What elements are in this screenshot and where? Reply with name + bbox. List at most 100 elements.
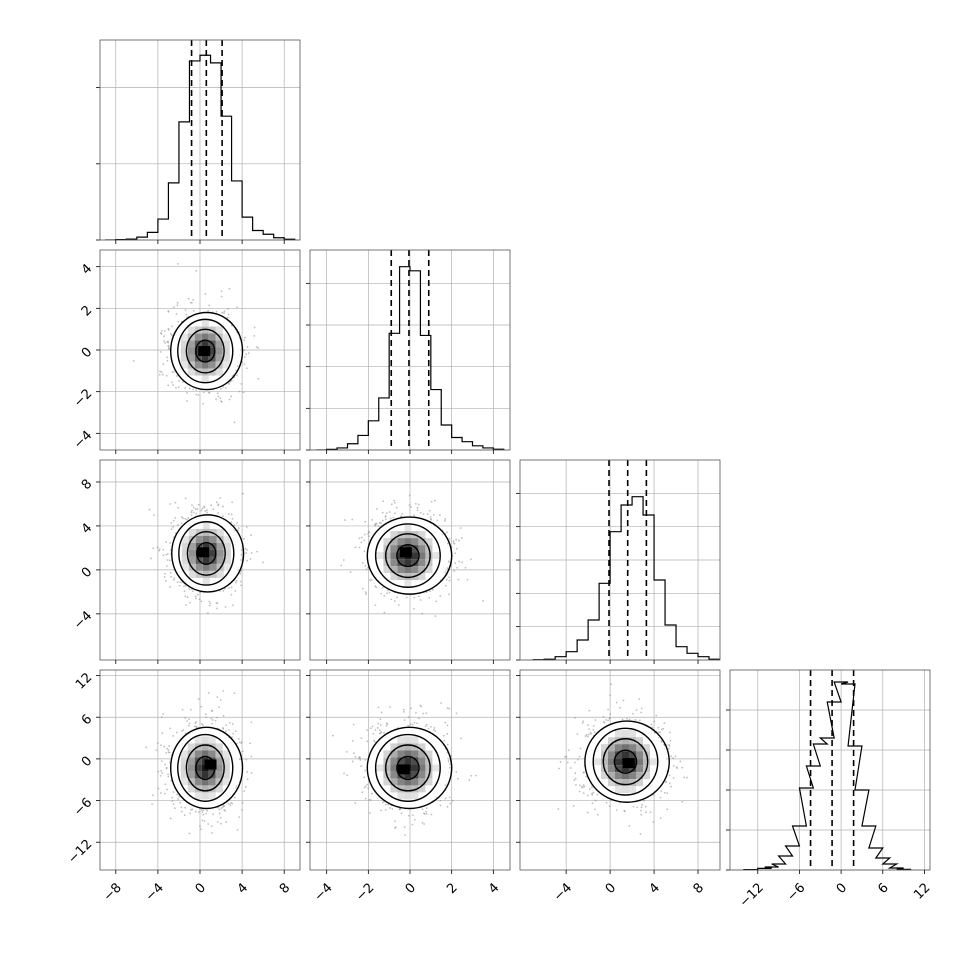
scatter-point	[433, 499, 436, 502]
density-pixel	[195, 535, 203, 543]
density-pixel	[614, 772, 622, 780]
density-pixel	[397, 771, 405, 779]
scatter-point	[184, 806, 187, 809]
scatter-point	[383, 732, 385, 734]
density-peak	[399, 547, 412, 558]
scatter-point	[574, 761, 576, 764]
scatter-point	[381, 519, 384, 522]
scatter-point	[449, 802, 452, 805]
scatter-point	[387, 589, 389, 592]
scatter-point	[369, 578, 372, 581]
scatter-point	[640, 806, 643, 809]
scatter-point	[172, 735, 175, 737]
density-pixel	[187, 750, 195, 758]
scatter-point	[244, 336, 246, 339]
scatter-point	[352, 723, 355, 726]
scatter-point	[220, 822, 222, 825]
density-pixel	[635, 758, 643, 766]
contour-3	[584, 720, 670, 803]
scatter-point	[156, 742, 159, 745]
scatter-point	[389, 706, 391, 708]
x-tick-label-0-4: 8	[277, 880, 293, 896]
scatter-point	[200, 809, 203, 811]
joint-content-1-3	[310, 670, 510, 870]
scatter-point	[245, 367, 248, 370]
scatter-point	[349, 571, 352, 573]
scatter-point	[186, 400, 188, 402]
scatter-point	[218, 706, 221, 709]
scatter-point	[192, 511, 195, 514]
y-tick-label-1-1: −2	[71, 386, 95, 410]
scatter-point	[578, 790, 581, 793]
density-pixel	[628, 765, 636, 773]
density-pixel	[593, 758, 601, 766]
scatter-point	[207, 692, 210, 694]
scatter-point	[454, 562, 457, 565]
scatter-point	[585, 734, 588, 736]
scatter-point	[340, 564, 343, 567]
scatter-point	[215, 501, 218, 504]
scatter-point	[156, 546, 159, 549]
scatter-point	[249, 558, 252, 560]
scatter-point	[186, 391, 188, 394]
scatter-point	[160, 744, 162, 747]
scatter-point	[188, 722, 191, 725]
density-pixel	[222, 778, 230, 786]
density-pixel	[208, 778, 216, 786]
scatter-point	[608, 717, 611, 720]
x-tick-label-3-4: 12	[911, 880, 933, 902]
scatter-point	[200, 705, 203, 708]
scatter-point	[197, 698, 200, 700]
scatter-point	[377, 525, 380, 528]
joint-content-1-2	[310, 460, 510, 660]
scatter-point	[231, 736, 233, 739]
scatter-point	[195, 512, 198, 515]
scatter-point	[445, 578, 448, 581]
scatter-point	[224, 606, 227, 608]
scatter-point	[132, 359, 135, 362]
scatter-point	[364, 785, 367, 788]
scatter-point	[215, 398, 217, 401]
scatter-point	[361, 562, 364, 564]
scatter-point	[474, 774, 477, 777]
scatter-point	[381, 586, 384, 589]
scatter-point	[243, 537, 245, 540]
scatter-point	[393, 600, 396, 602]
scatter-point	[171, 325, 174, 328]
scatter-point	[169, 332, 172, 335]
scatter-point	[590, 733, 592, 735]
scatter-point	[615, 701, 618, 704]
x-tick-label-1-3: 2	[444, 880, 460, 896]
scatter-point	[245, 353, 248, 356]
density-pixel	[411, 757, 419, 765]
joint-content-0-3	[100, 670, 300, 870]
scatter-point	[166, 565, 168, 567]
density-pixel	[216, 570, 224, 578]
scatter-point	[182, 517, 184, 520]
scatter-point	[255, 346, 258, 348]
scatter-point	[644, 805, 647, 808]
density-pixel	[404, 757, 412, 765]
scatter-point	[205, 812, 208, 815]
scatter-point	[351, 518, 354, 521]
scatter-point	[240, 382, 243, 385]
scatter-point	[242, 391, 245, 394]
scatter-point	[417, 503, 420, 506]
scatter-point	[219, 816, 222, 819]
scatter-point	[368, 535, 370, 538]
scatter-point	[634, 719, 637, 721]
scatter-point	[236, 522, 238, 524]
scatter-point	[676, 767, 678, 769]
density-pixel	[390, 545, 398, 553]
scatter-point	[455, 712, 458, 715]
scatter-point	[643, 799, 646, 802]
density-pixel	[215, 340, 223, 348]
density-pixel	[222, 333, 230, 341]
scatter-point	[157, 787, 160, 790]
scatter-point	[233, 796, 236, 799]
scatter-point	[232, 732, 235, 735]
x-tick-label-2-1: 0	[603, 880, 619, 896]
scatter-point	[563, 755, 566, 758]
scatter-point	[166, 747, 169, 750]
density-pixel	[180, 778, 188, 786]
